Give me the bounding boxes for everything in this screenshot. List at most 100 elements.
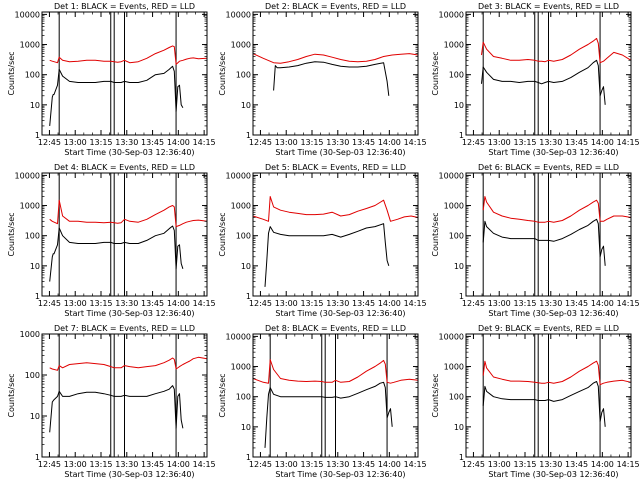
plot-frame [41, 333, 208, 458]
x-tick-label: 13:15 [513, 460, 536, 469]
x-axis-label: Start Time (30-Sep-03 12:36:40) [64, 148, 194, 157]
events-series-line [482, 381, 606, 427]
y-axis-label: Counts/sec [218, 212, 227, 256]
events-series-line [273, 61, 390, 96]
x-tick-label: 13:00 [275, 299, 298, 308]
x-tick-label: 12:45 [249, 460, 272, 469]
events-series-line [49, 225, 184, 282]
y-tick-label: 100 [25, 71, 40, 80]
y-axis-label: Counts/sec [218, 373, 227, 417]
lld-series-line [481, 37, 632, 64]
x-tick-label: 14:15 [193, 299, 216, 308]
y-tick-label: 10 [30, 412, 40, 421]
detector-panel-1: Det 1: BLACK = Events, RED = LLD 1 10 100 10… [7, 2, 216, 157]
y-tick-label: 1000 [231, 202, 251, 211]
x-tick-label: 12:45 [38, 299, 61, 308]
plot-frame [252, 333, 419, 458]
plot-frame [465, 172, 632, 297]
y-tick-label: 10000 [439, 171, 464, 180]
events-series-line [49, 385, 184, 433]
detector-panel-3: Det 3: BLACK = Events, RED = LLD 1 10 100 10… [431, 2, 640, 157]
lld-series-line [49, 199, 208, 228]
x-tick-label: 13:30 [539, 460, 562, 469]
y-axis-label: Counts/sec [431, 212, 440, 256]
events-series-line [481, 59, 606, 105]
y-tick-label: 1000 [20, 330, 40, 339]
panel-title: Det 1: BLACK = Events, RED = LLD [54, 2, 195, 11]
x-tick-label: 13:30 [539, 299, 562, 308]
x-tick-label: 14:15 [404, 299, 427, 308]
lld-series-line [252, 196, 419, 222]
x-tick-label: 14:15 [617, 138, 640, 147]
x-tick-label: 14:15 [193, 460, 216, 469]
y-axis-label: Counts/sec [7, 373, 16, 417]
x-tick-label: 13:15 [513, 138, 536, 147]
y-tick-label: 1 [246, 292, 251, 301]
x-tick-label: 14:00 [591, 138, 614, 147]
x-tick-label: 13:30 [539, 138, 562, 147]
y-axis-label: Counts/sec [7, 212, 16, 256]
panel-title: Det 3: BLACK = Events, RED = LLD [478, 2, 619, 11]
x-axis-label: Start Time (30-Sep-03 12:36:40) [275, 148, 405, 157]
plot-frame [41, 172, 208, 297]
y-tick-label: 100 [236, 71, 251, 80]
x-tick-label: 13:45 [141, 299, 164, 308]
x-tick-label: 14:15 [617, 460, 640, 469]
x-tick-label: 13:00 [488, 299, 511, 308]
y-tick-label: 1000 [231, 41, 251, 50]
y-tick-label: 100 [25, 232, 40, 241]
x-tick-label: 13:30 [326, 138, 349, 147]
x-tick-label: 13:45 [565, 138, 588, 147]
y-tick-label: 1000 [444, 363, 464, 372]
y-axis-label: Counts/sec [431, 51, 440, 95]
panel-title: Det 5: BLACK = Events, RED = LLD [265, 163, 406, 172]
x-tick-label: 12:45 [462, 299, 485, 308]
x-tick-label: 13:15 [89, 138, 112, 147]
x-tick-label: 13:00 [488, 138, 511, 147]
y-tick-label: 1000 [444, 202, 464, 211]
y-tick-label: 1000 [20, 202, 40, 211]
y-tick-label: 1000 [231, 363, 251, 372]
y-tick-label: 100 [449, 232, 464, 241]
x-tick-label: 13:15 [300, 299, 323, 308]
y-tick-label: 10000 [226, 171, 251, 180]
y-tick-label: 10000 [15, 10, 40, 19]
detector-panel-8: Det 8: BLACK = Events, RED = LLD 1 10 100 10… [218, 324, 427, 479]
lld-series-line [49, 356, 208, 371]
x-tick-label: 12:45 [249, 138, 272, 147]
y-tick-label: 10000 [226, 332, 251, 341]
panel-title: Det 4: BLACK = Events, RED = LLD [54, 163, 195, 172]
x-tick-label: 14:15 [404, 460, 427, 469]
events-series-line [49, 65, 184, 126]
y-tick-label: 100 [25, 371, 40, 380]
x-tick-label: 14:00 [591, 460, 614, 469]
x-tick-label: 14:00 [167, 138, 190, 147]
x-tick-label: 13:00 [275, 138, 298, 147]
detector-panel-6: Det 6: BLACK = Events, RED = LLD 1 10 100 10… [431, 163, 640, 318]
y-tick-label: 100 [449, 71, 464, 80]
x-tick-label: 12:45 [38, 138, 61, 147]
x-tick-label: 14:00 [378, 460, 401, 469]
x-tick-label: 13:45 [565, 460, 588, 469]
y-tick-label: 10 [454, 262, 464, 271]
y-axis-label: Counts/sec [7, 51, 16, 95]
x-tick-label: 13:15 [89, 460, 112, 469]
x-axis-label: Start Time (30-Sep-03 12:36:40) [64, 470, 194, 479]
y-tick-label: 1 [459, 453, 464, 462]
y-tick-label: 10 [241, 101, 251, 110]
x-tick-label: 13:30 [115, 460, 138, 469]
y-tick-label: 1 [35, 131, 40, 140]
panel-title: Det 9: BLACK = Events, RED = LLD [478, 324, 619, 333]
y-tick-label: 10 [241, 262, 251, 271]
panel-title: Det 8: BLACK = Events, RED = LLD [265, 324, 406, 333]
y-tick-label: 1 [35, 292, 40, 301]
x-tick-label: 13:30 [115, 138, 138, 147]
y-tick-label: 1 [246, 453, 251, 462]
x-axis-label: Start Time (30-Sep-03 12:36:40) [64, 309, 194, 318]
y-axis-label: Counts/sec [431, 373, 440, 417]
events-series-line [264, 223, 390, 287]
x-axis-label: Start Time (30-Sep-03 12:36:40) [488, 309, 618, 318]
x-tick-label: 14:00 [378, 138, 401, 147]
x-tick-label: 12:45 [462, 138, 485, 147]
x-tick-label: 13:45 [141, 460, 164, 469]
